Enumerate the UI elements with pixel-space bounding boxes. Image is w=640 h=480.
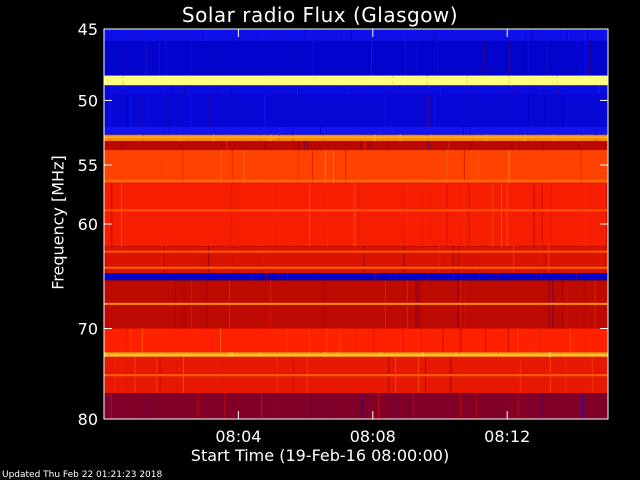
spectrum-band-9 (104, 183, 608, 247)
x-tick-label: 08:12 (484, 427, 530, 446)
emission-line-2 (104, 179, 608, 182)
spectrum-band-7 (104, 141, 608, 151)
y-tick-label: 45 (78, 20, 98, 39)
spectrum-band-16 (104, 393, 608, 419)
spectrum-band-10 (104, 246, 608, 274)
spectrum-band-3 (104, 85, 608, 95)
spectrum-band-13 (104, 328, 608, 353)
x-tick-label: 08:08 (350, 427, 396, 446)
spectrum-band-8 (104, 150, 608, 184)
emission-line-1 (104, 136, 608, 139)
y-tick-label: 50 (78, 91, 98, 110)
emission-line-6 (104, 302, 608, 305)
emission-line-8 (104, 374, 608, 377)
emission-line-4 (104, 250, 608, 253)
y-tick-label: 80 (78, 410, 98, 429)
spectrum-band-5 (104, 127, 608, 135)
y-tick-label: 60 (78, 215, 98, 234)
update-timestamp: Updated Thu Feb 22 01:21:23 2018 (2, 470, 163, 480)
y-tick-label: 70 (78, 319, 98, 338)
spectrum-band-1 (104, 40, 608, 76)
emission-line-7 (104, 354, 608, 357)
chart-title: Solar radio Flux (Glasgow) (181, 3, 459, 27)
spectrum-band-11 (104, 273, 608, 281)
emission-line-0 (104, 78, 608, 81)
y-tick-label: 55 (78, 156, 98, 175)
x-tick-label: 08:04 (215, 427, 261, 446)
x-axis-label: Start Time (19-Feb-16 08:00:00) (190, 446, 450, 465)
emission-line-5 (104, 266, 608, 269)
emission-line-3 (104, 209, 608, 212)
spectrum-band-4 (104, 94, 608, 128)
